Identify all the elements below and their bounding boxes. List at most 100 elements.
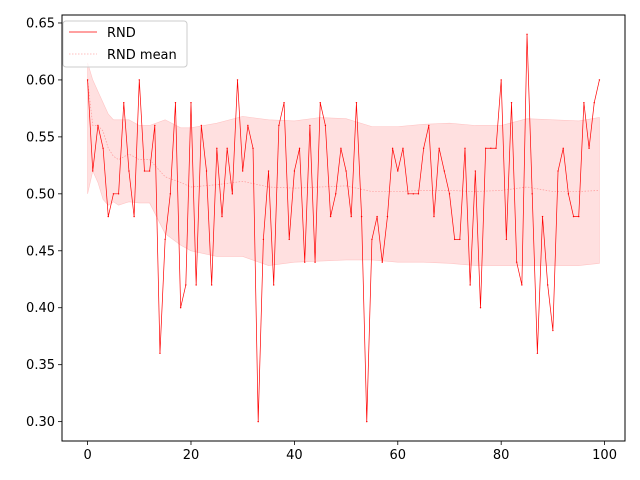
data-point-rnd bbox=[298, 147, 301, 149]
y-tick-label: 0.65 bbox=[26, 16, 55, 31]
data-point-rnd bbox=[453, 238, 456, 241]
data-point-rnd bbox=[345, 170, 347, 172]
x-tick-label: 40 bbox=[286, 448, 303, 463]
data-point-rnd bbox=[474, 170, 477, 172]
y-tick-label: 0.40 bbox=[26, 301, 55, 316]
x-axis-ticks: 0 20 40 60 80 100 bbox=[83, 441, 617, 463]
data-point-rnd bbox=[381, 261, 383, 263]
data-point-rnd bbox=[340, 147, 342, 149]
data-point-rnd bbox=[526, 33, 528, 36]
data-point-rnd bbox=[128, 170, 130, 172]
data-point-rnd bbox=[495, 147, 497, 149]
data-point-rnd bbox=[117, 193, 120, 195]
data-point-rnd bbox=[221, 215, 223, 218]
y-tick-label: 0.55 bbox=[26, 130, 55, 145]
data-point-rnd bbox=[422, 147, 425, 149]
data-point-rnd bbox=[143, 170, 146, 172]
data-point-rnd bbox=[293, 170, 296, 172]
data-point-rnd bbox=[92, 170, 94, 172]
data-point-rnd bbox=[314, 261, 316, 263]
y-tick-label: 0.45 bbox=[26, 244, 55, 259]
data-point-rnd bbox=[164, 238, 166, 241]
data-point-rnd bbox=[123, 102, 125, 104]
data-point-rnd bbox=[521, 284, 523, 286]
data-point-rnd bbox=[278, 124, 280, 127]
data-point-rnd bbox=[397, 170, 399, 172]
data-point-rnd bbox=[148, 170, 151, 172]
data-point-rnd bbox=[138, 79, 140, 81]
data-point-rnd bbox=[324, 124, 327, 127]
data-point-rnd bbox=[541, 215, 544, 218]
legend-label-rnd: RND bbox=[107, 26, 136, 41]
data-point-rnd bbox=[531, 193, 533, 195]
data-point-rnd bbox=[283, 102, 285, 104]
data-point-rnd bbox=[190, 102, 192, 104]
data-point-rnd bbox=[205, 170, 208, 172]
data-point-rnd bbox=[490, 147, 492, 149]
data-point-rnd bbox=[179, 307, 182, 309]
data-point-rnd bbox=[376, 215, 378, 218]
data-point-rnd bbox=[262, 238, 265, 241]
data-point-rnd bbox=[210, 284, 213, 286]
data-point-rnd bbox=[112, 193, 115, 195]
data-point-rnd bbox=[247, 124, 249, 127]
data-point-rnd bbox=[257, 420, 259, 423]
data-point-rnd bbox=[174, 102, 177, 104]
data-point-rnd bbox=[360, 215, 363, 218]
data-point-rnd bbox=[355, 102, 358, 104]
data-point-rnd bbox=[459, 238, 461, 241]
data-point-rnd bbox=[402, 147, 404, 149]
x-tick-label: 0 bbox=[83, 448, 91, 463]
legend-label-rnd-mean: RND mean bbox=[107, 48, 177, 63]
data-point-rnd bbox=[536, 352, 539, 354]
data-point-rnd bbox=[500, 79, 502, 81]
data-point-rnd bbox=[371, 238, 373, 241]
data-point-rnd bbox=[133, 215, 135, 218]
data-point-rnd bbox=[391, 147, 394, 149]
data-point-rnd bbox=[505, 238, 508, 241]
y-tick-label: 0.35 bbox=[26, 358, 55, 373]
data-point-rnd bbox=[350, 215, 352, 218]
data-point-rnd bbox=[438, 147, 440, 149]
data-point-rnd bbox=[588, 147, 590, 149]
data-point-rnd bbox=[195, 284, 197, 286]
data-point-rnd bbox=[557, 170, 559, 172]
data-point-rnd bbox=[273, 284, 275, 286]
mean-band-layer bbox=[87, 62, 600, 266]
rnd-mean-band bbox=[87, 62, 600, 266]
data-point-rnd bbox=[386, 215, 389, 218]
data-point-rnd bbox=[562, 147, 564, 149]
series-line-rnd bbox=[87, 34, 600, 422]
data-point-rnd bbox=[484, 147, 487, 149]
data-point-rnd bbox=[226, 147, 228, 149]
data-point-rnd bbox=[159, 352, 161, 354]
data-point-rnd bbox=[107, 215, 109, 218]
data-point-rnd bbox=[417, 193, 420, 195]
data-point-rnd bbox=[288, 238, 290, 241]
data-point-rnd bbox=[241, 170, 244, 172]
data-point-rnd bbox=[154, 124, 156, 127]
data-point-rnd bbox=[231, 193, 234, 195]
x-tick-label: 60 bbox=[390, 448, 407, 463]
x-tick-label: 80 bbox=[493, 448, 510, 463]
data-point-rnd bbox=[304, 261, 306, 263]
data-point-rnd bbox=[552, 329, 554, 332]
data-point-rnd bbox=[567, 193, 570, 195]
data-point-rnd bbox=[169, 193, 172, 195]
y-tick-label: 0.60 bbox=[26, 73, 55, 88]
data-point-rnd bbox=[448, 193, 451, 195]
x-tick-label: 100 bbox=[592, 448, 617, 463]
data-point-rnd bbox=[464, 147, 466, 149]
data-point-rnd bbox=[598, 79, 601, 81]
data-point-rnd bbox=[329, 215, 332, 218]
data-point-rnd bbox=[547, 284, 549, 286]
data-point-rnd bbox=[428, 124, 430, 127]
data-point-rnd bbox=[583, 102, 585, 104]
data-point-rnd bbox=[366, 420, 368, 423]
data-point-rnd bbox=[86, 79, 89, 81]
data-point-rnd bbox=[185, 284, 187, 286]
data-point-rnd bbox=[578, 215, 580, 218]
data-point-rnd bbox=[407, 193, 409, 195]
y-axis-ticks: 0.30 0.35 0.40 0.45 0.50 0.55 0.60 0.65 bbox=[26, 16, 62, 430]
